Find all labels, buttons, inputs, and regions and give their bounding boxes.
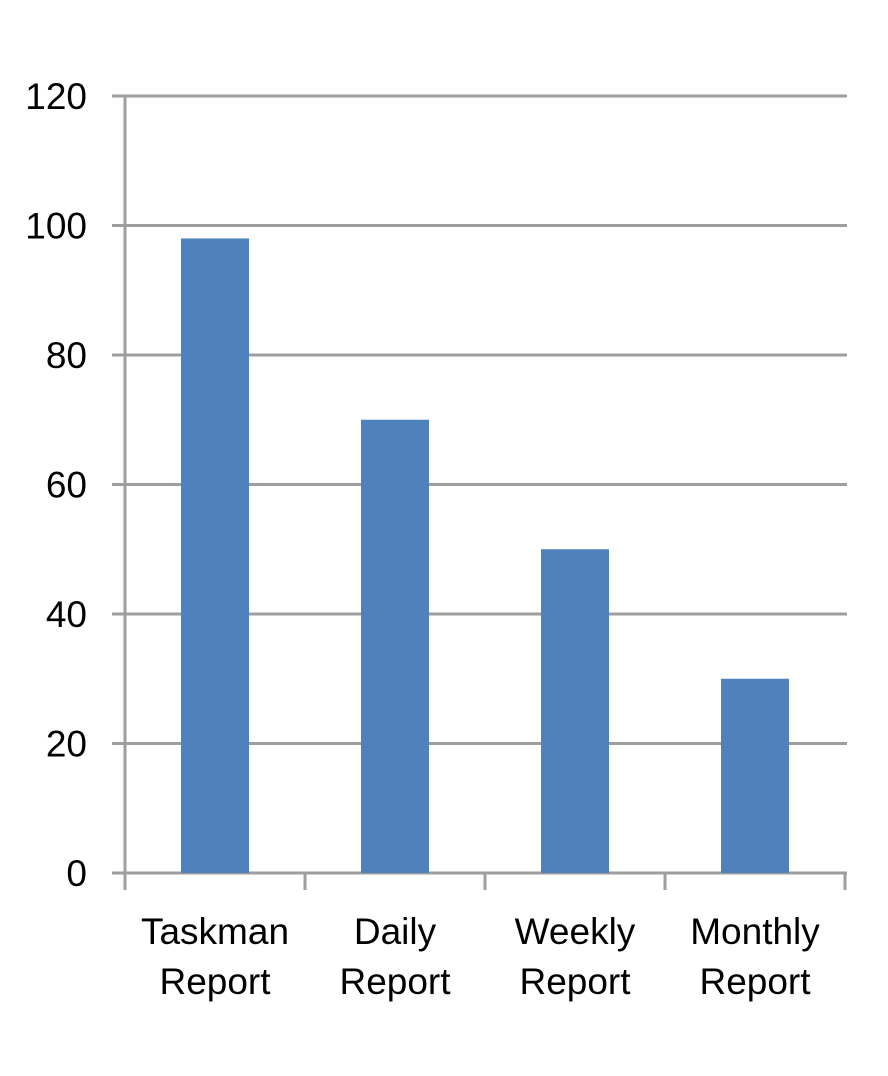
y-tick-label-60: 60	[46, 465, 87, 506]
x-category-label-monthly-report: Monthly Report	[690, 911, 820, 1002]
y-tick-label-40: 40	[46, 594, 87, 635]
bar-monthly-report	[721, 678, 789, 873]
y-tick-label-20: 20	[46, 724, 87, 765]
x-category-label-taskman-report: Taskman Report	[141, 911, 289, 1002]
y-tick-label-120: 120	[25, 76, 87, 117]
y-tick-label-0: 0	[66, 853, 87, 894]
bar-weekly-report	[541, 549, 609, 873]
x-category-label-daily-report: Daily Report	[339, 911, 451, 1002]
bar-daily-report	[361, 419, 429, 873]
bar-taskman-report	[181, 238, 249, 873]
y-tick-label-80: 80	[46, 335, 87, 376]
y-tick-label-100: 100	[25, 206, 87, 247]
x-category-label-weekly-report: Weekly Report	[515, 911, 636, 1002]
